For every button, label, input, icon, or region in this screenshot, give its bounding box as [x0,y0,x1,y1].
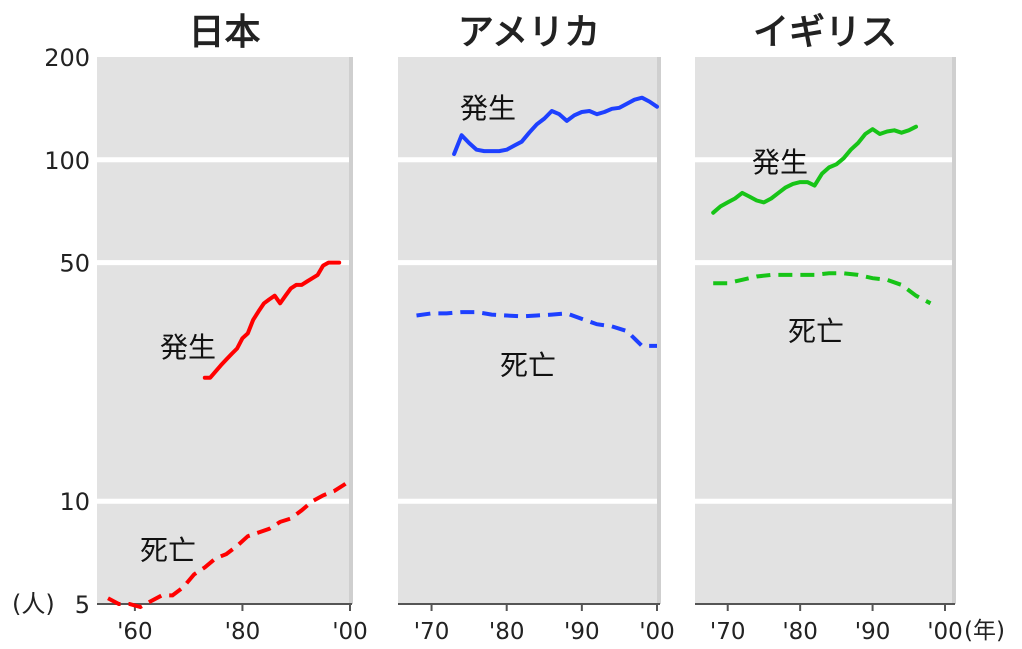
series-label: 死亡 [140,534,196,567]
y-tick-label: 100 [44,147,90,175]
x-tick-label: '80 [489,619,525,645]
panel-shadow [951,57,956,604]
y-tick-label: 5 [75,591,90,619]
y-tick-label: 10 [59,488,90,516]
series-line-solid [202,260,342,380]
panel-shadow [348,57,353,604]
panel-title: 日本 [188,12,260,53]
panel-title: イギリス [753,12,897,53]
series-label: 死亡 [788,315,844,348]
series-label: 発生 [460,92,516,125]
series-line-dashed [416,310,657,348]
series-line-dashed [713,271,932,306]
panel-title: アメリカ [458,12,600,53]
series-line-solid [452,95,659,156]
panel-shadow [656,57,661,604]
y-axis: 5 10 50 100 200 [44,44,90,619]
x-tick-label: '80 [225,619,261,645]
panel-background [97,57,349,604]
x-tick-label: '70 [414,619,450,645]
series-line-solid [711,124,918,215]
y-axis-unit-label: (人) [12,590,55,618]
series-label: 死亡 [500,349,556,382]
series-label: 発生 [752,146,808,179]
series-label: 発生 [160,331,216,364]
y-tick-label: 200 [44,44,90,72]
x-axis-unit-label: (年) [964,618,1005,644]
x-tick-label: '70 [710,619,746,645]
chart-panels: '60'80'00日本発生死亡'70'80'90'00アメリカ発生死亡'70'8… [97,12,963,645]
series-line-dashed [107,478,352,610]
x-tick-label: '00 [927,619,963,645]
x-tick-label: '80 [782,619,818,645]
panel-background [695,57,952,604]
x-tick-label: '90 [855,619,891,645]
x-tick-label: '60 [117,619,153,645]
x-tick-label: '90 [564,619,600,645]
panel-background [398,57,657,604]
x-tick-label: '00 [332,619,368,645]
y-tick-label: 50 [59,250,90,278]
x-tick-label: '00 [639,619,675,645]
